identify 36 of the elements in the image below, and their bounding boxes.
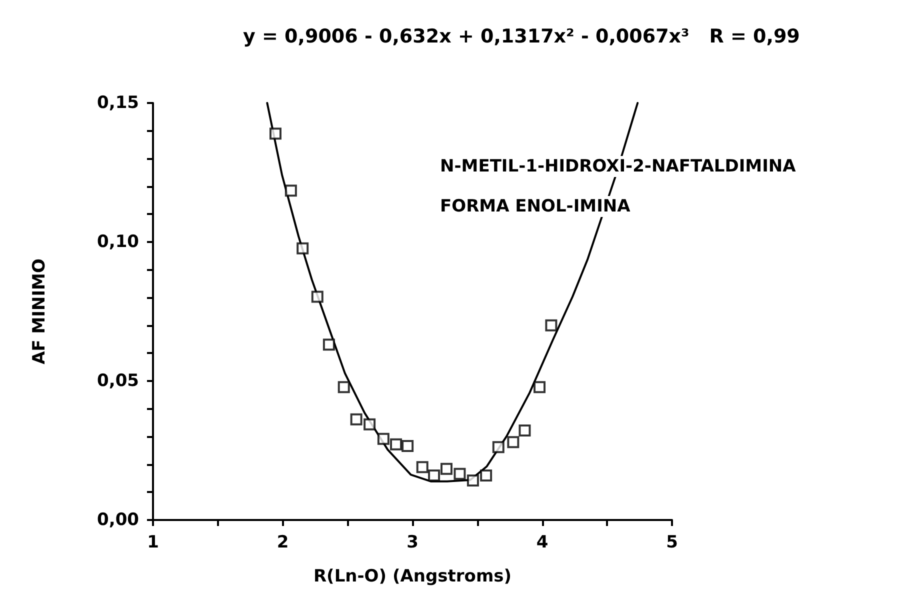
point [390, 438, 402, 450]
point [480, 470, 492, 482]
y-tick-label: 0,05 [97, 371, 139, 391]
point [492, 441, 504, 454]
y-tick-label: 0,00 [97, 510, 140, 530]
point [269, 128, 282, 140]
point [545, 319, 558, 332]
point [466, 474, 479, 487]
point [296, 242, 309, 254]
y-tick-label: 0,10 [97, 232, 140, 252]
point [534, 381, 546, 394]
point [428, 470, 440, 482]
point [284, 184, 297, 197]
point [338, 381, 350, 394]
x-axis-title: R(Ln-O) (Angstroms) [313, 566, 512, 586]
point [311, 290, 324, 303]
x-tick-label: 5 [666, 532, 678, 552]
y-tick-label: 0,15 [97, 93, 139, 113]
point [507, 436, 520, 448]
point [350, 413, 362, 426]
point [416, 461, 428, 474]
point [322, 338, 335, 351]
point [518, 424, 531, 436]
x-tick-label: 4 [536, 532, 548, 552]
x-tick-label: 1 [147, 532, 159, 552]
point [364, 418, 376, 430]
point [402, 440, 414, 452]
chart-title: y = 0,9006 - 0,632x + 0,1317x² - 0,0067x³ R = 0,99 [243, 26, 800, 48]
point [454, 468, 466, 480]
x-tick-label: 3 [406, 532, 418, 552]
annotation: N-METIL-1-HIDROXI-2-NAFTALDIMINA [440, 156, 797, 176]
point [440, 462, 452, 475]
point [377, 432, 390, 445]
y-axis-title: AF MINIMO [30, 258, 50, 364]
x-tick-label: 2 [276, 532, 289, 552]
annotation: FORMA ENOL-IMINA [440, 196, 632, 216]
